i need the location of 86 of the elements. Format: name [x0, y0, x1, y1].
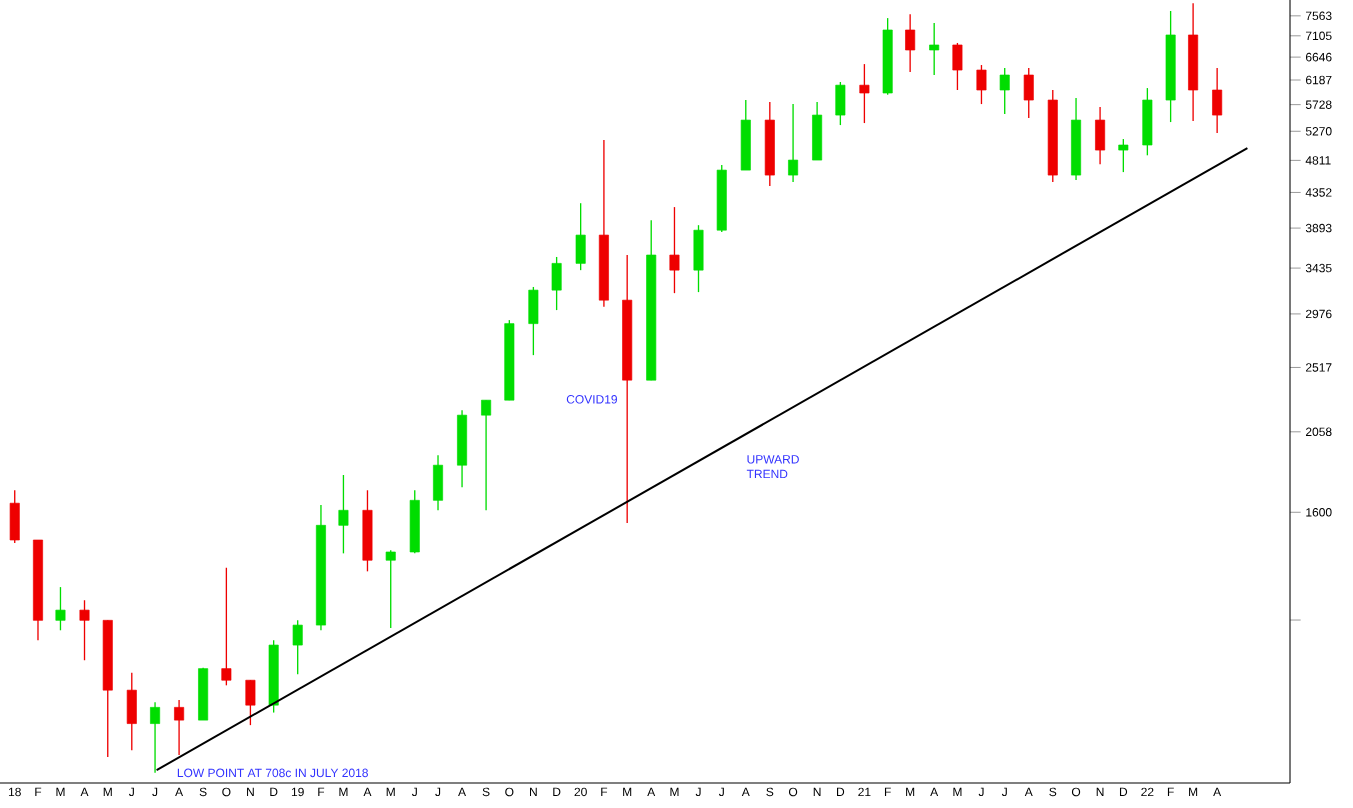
y-tick-label: 5270: [1305, 127, 1332, 136]
x-tick-label: M: [56, 787, 65, 796]
x-tick-label: F: [884, 787, 891, 796]
x-tick-label: J: [718, 787, 724, 797]
y-tick-label: 7563: [1305, 11, 1332, 21]
y-tick-label: 2058: [1305, 427, 1332, 437]
x-tick-label: N: [1096, 787, 1104, 796]
x-tick-label: O: [788, 787, 798, 797]
x-tick-label: M: [339, 787, 348, 796]
candlestick: [905, 13, 916, 73]
x-tick-label: D: [1119, 787, 1128, 796]
candlestick: [929, 22, 940, 76]
annotation: COVID19: [566, 395, 617, 404]
x-tick-label: O: [1071, 787, 1081, 797]
y-tick-label: 3893: [1305, 223, 1332, 233]
annotation: UPWARD TREND: [746, 455, 799, 479]
x-tick-label: D: [270, 787, 278, 796]
candlestick: [292, 619, 303, 675]
candlestick: [174, 699, 185, 756]
x-tick-label: S: [199, 787, 207, 797]
candlestick: [338, 474, 349, 555]
x-tick-label: D: [553, 787, 561, 796]
x-tick-label: A: [741, 787, 750, 796]
x-tick-label: N: [813, 787, 821, 796]
x-tick-label: M: [1189, 787, 1198, 796]
y-tick-label: 3435: [1305, 263, 1332, 273]
x-tick-label: J: [978, 787, 984, 797]
x-tick-label: J: [128, 787, 134, 797]
y-tick-label: 4811: [1305, 156, 1331, 165]
x-tick-label: F: [318, 787, 325, 796]
x-tick-label: A: [175, 787, 184, 796]
annotation: LOW POINT AT 708c IN JULY 2018: [177, 768, 368, 778]
x-tick-label: A: [80, 787, 89, 796]
x-tick-label: N: [530, 787, 537, 796]
x-tick-label: M: [953, 787, 962, 796]
x-tick-label: O: [222, 787, 231, 797]
candlestick: [859, 63, 870, 124]
candlestick: [976, 64, 987, 105]
candlestick: [79, 599, 90, 661]
x-tick-label: D: [837, 787, 845, 796]
y-tick-label: 4352: [1305, 188, 1332, 197]
y-tick-label: 6646: [1305, 52, 1332, 62]
x-tick-label: M: [386, 787, 395, 796]
x-tick-label: S: [482, 787, 490, 797]
x-tick-label: 21: [858, 787, 871, 797]
x-tick-label: J: [695, 787, 701, 797]
x-tick-label: F: [1167, 787, 1174, 796]
x-tick-label: N: [247, 787, 254, 796]
x-tick-label: J: [435, 787, 441, 797]
candlestick: [385, 549, 396, 629]
candlestick: [1118, 138, 1129, 173]
candlestick: [221, 567, 232, 686]
candlestick: [55, 586, 66, 631]
y-tick-label: 2976: [1305, 309, 1332, 319]
x-tick-label: M: [103, 787, 112, 796]
x-tick-label: J: [152, 787, 158, 797]
x-tick-label: F: [35, 787, 42, 796]
x-tick-label: 19: [291, 787, 304, 797]
x-tick-label: A: [1213, 787, 1222, 796]
candlestick: [669, 206, 680, 294]
x-tick-label: A: [458, 787, 467, 796]
x-tick-label: J: [411, 787, 417, 797]
x-tick-label: S: [1049, 787, 1057, 797]
y-tick-label: 7105: [1305, 31, 1332, 41]
x-tick-label: S: [766, 787, 774, 797]
x-tick-label: 22: [1141, 787, 1154, 797]
y-tick-label: 1600: [1306, 508, 1332, 517]
x-tick-label: A: [363, 787, 372, 796]
candlestick: [999, 67, 1010, 115]
x-tick-label: M: [623, 787, 632, 796]
x-tick-label: 20: [574, 787, 587, 797]
x-tick-label: M: [670, 787, 679, 796]
x-tick-label: A: [647, 787, 656, 796]
candlestick: [481, 399, 492, 511]
x-tick-label: O: [505, 787, 514, 797]
y-tick-label: 6187: [1305, 75, 1332, 85]
y-tick-label: 2517: [1305, 363, 1332, 372]
x-tick-label: J: [1001, 787, 1007, 797]
x-tick-label: F: [601, 787, 608, 796]
candlestick: [788, 103, 799, 183]
x-tick-label: A: [1024, 787, 1033, 796]
x-tick-label: A: [930, 787, 939, 796]
candlestick: [150, 701, 161, 774]
x-tick-label: 18: [8, 787, 21, 797]
y-tick-label: 5728: [1305, 100, 1332, 109]
x-tick-label: M: [906, 787, 915, 796]
